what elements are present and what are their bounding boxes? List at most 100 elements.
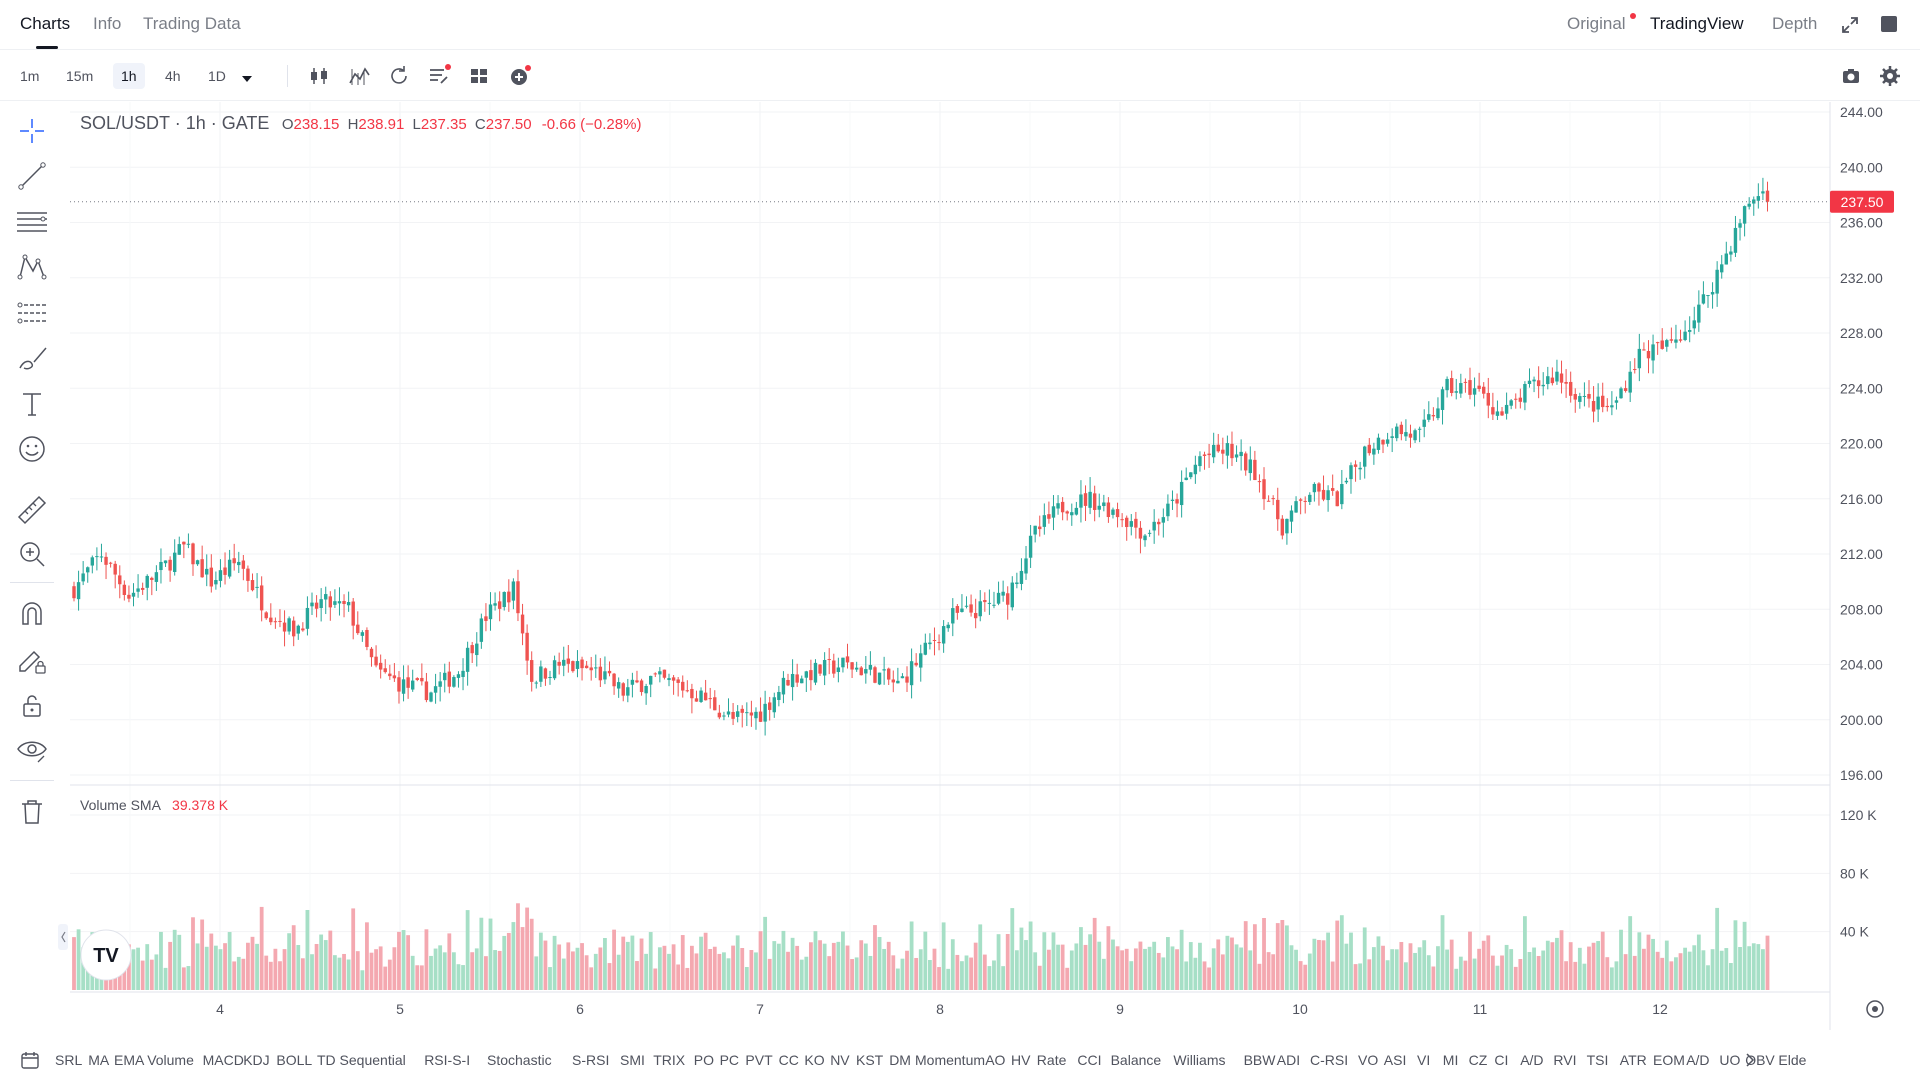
indicator-item[interactable]: A/D [1520,1052,1544,1068]
indicator-item[interactable]: Williams [1173,1052,1226,1068]
indicator-item[interactable]: CC [778,1052,799,1068]
indicator-item[interactable]: ASI [1383,1052,1407,1068]
volume-bar [657,947,662,990]
camera-icon[interactable] [1838,63,1864,89]
indicator-item[interactable]: HV [1011,1052,1031,1068]
indicator-item[interactable]: ATR [1619,1052,1647,1068]
indicator-item[interactable]: CZ [1468,1052,1488,1068]
volume-bar [708,948,713,990]
indicator-item[interactable]: NV [830,1052,850,1068]
indicator-item[interactable]: OBV [1745,1052,1775,1068]
indicator-item[interactable]: KO [804,1052,825,1068]
indicator-item[interactable]: PO [693,1052,715,1068]
volume-bar [1056,944,1060,990]
candle-type-icon[interactable] [306,63,332,89]
timeframe-1m[interactable]: 1m [20,68,40,84]
lock-drawing-icon[interactable] [14,642,50,678]
indicator-item[interactable]: KST [856,1052,884,1068]
add-icon[interactable] [506,63,532,89]
indicator-item[interactable]: EOM [1653,1052,1685,1068]
crosshair-icon[interactable] [14,113,50,149]
volume-bar [1619,929,1623,990]
zoom-in-icon[interactable] [14,536,50,572]
volume-bar [1143,948,1147,990]
indicator-item[interactable]: EMA [114,1052,145,1068]
timeframe-1d[interactable]: 1D [208,68,226,84]
indicator-item[interactable]: MI [1442,1052,1459,1068]
trend-line-icon[interactable] [14,158,50,194]
unlock-icon[interactable] [14,687,50,723]
indicator-item[interactable]: Rate [1036,1052,1067,1068]
indicator-item[interactable]: Volume [147,1052,194,1068]
tab-info[interactable]: Info [93,14,122,33]
indicator-item[interactable]: DM [889,1052,911,1068]
candle-body [1001,591,1005,596]
indicator-item[interactable]: VO [1358,1052,1379,1068]
chevron-down-icon[interactable] [241,71,253,89]
indicator-item[interactable]: BBW [1243,1052,1276,1068]
magnet-icon[interactable] [14,596,50,632]
tab-charts[interactable]: Charts [20,14,71,33]
candle-body [140,587,145,590]
fullscreen-icon[interactable] [1881,16,1897,32]
indicator-item[interactable]: RSI-S-I [424,1052,471,1068]
tab-tradingview[interactable]: TradingView [1650,14,1744,33]
indicator-item[interactable]: ADI [1276,1052,1301,1068]
pattern-icon[interactable] [14,249,50,285]
calendar-icon[interactable] [20,1050,40,1075]
emoji-icon[interactable] [14,431,50,467]
indicator-item[interactable]: VI [1417,1052,1431,1068]
indicator-item[interactable]: KDJ [243,1052,270,1068]
ruler-icon[interactable] [14,492,50,528]
indicator-item[interactable]: RVI [1553,1052,1577,1068]
templates-icon[interactable] [426,63,452,89]
settings-icon[interactable] [1877,63,1903,89]
tab-trading-data[interactable]: Trading Data [143,14,241,33]
indicator-item[interactable]: BOLL [276,1052,313,1068]
volume-bar [717,953,722,990]
candle-body [163,560,168,564]
indicator-item[interactable]: PC [719,1052,740,1068]
layout-icon[interactable] [466,63,492,89]
tab-depth[interactable]: Depth [1772,14,1818,33]
indicators-icon[interactable] [346,63,372,89]
indicator-item[interactable]: TD Sequential [317,1052,406,1068]
fib-icon[interactable] [14,295,50,331]
eye-icon[interactable] [14,732,50,768]
indicator-item[interactable]: MACD [202,1052,244,1068]
candle-body [502,592,506,608]
indicator-item[interactable]: CI [1494,1052,1509,1068]
indicator-item[interactable]: A/D [1686,1052,1710,1068]
horizontal-lines-icon[interactable] [14,204,50,240]
replay-icon[interactable] [386,63,412,89]
indicator-item[interactable]: Balance [1110,1052,1162,1068]
expand-icon[interactable] [1840,15,1860,35]
indicator-item[interactable]: CCI [1077,1052,1102,1068]
indicator-item[interactable]: SRL [55,1052,83,1068]
volume-bar [1069,950,1074,990]
indicator-item[interactable]: MA [88,1052,110,1068]
reset-scale-icon[interactable] [1866,1000,1884,1018]
indicator-item[interactable]: S-RSI [572,1052,610,1068]
trash-icon[interactable] [14,794,50,830]
timeframe-15m[interactable]: 15m [66,68,94,84]
text-icon[interactable] [14,386,50,422]
timeframe-4h[interactable]: 4h [165,68,181,84]
indicator-item[interactable]: AO [985,1052,1006,1068]
indicator-item[interactable]: Momentum [915,1052,986,1068]
indicator-item[interactable]: TRIX [653,1052,686,1068]
chevron-right-icon[interactable] [1744,1052,1756,1073]
timeframe-1h[interactable]: 1h [113,63,145,89]
indicator-item[interactable]: Elde [1778,1052,1807,1068]
indicator-item[interactable]: UO [1719,1052,1741,1068]
indicator-item[interactable]: PVT [745,1052,773,1068]
indicator-item[interactable]: TSI [1586,1052,1609,1068]
tab-original[interactable]: Original [1567,14,1626,33]
brush-icon[interactable] [14,340,50,376]
collapse-arrow-icon[interactable] [58,924,68,950]
indicator-item[interactable]: Stochastic [487,1052,552,1068]
indicator-item[interactable]: C-RSI [1310,1052,1349,1068]
symbol-label[interactable]: SOL/USDT · 1h · GATE [80,113,270,133]
price-chart[interactable]: 244.00 240.00 236.00 232.00 228.00 224.00 220.… [0,0,1920,1040]
indicator-item[interactable]: SMI [620,1052,645,1068]
